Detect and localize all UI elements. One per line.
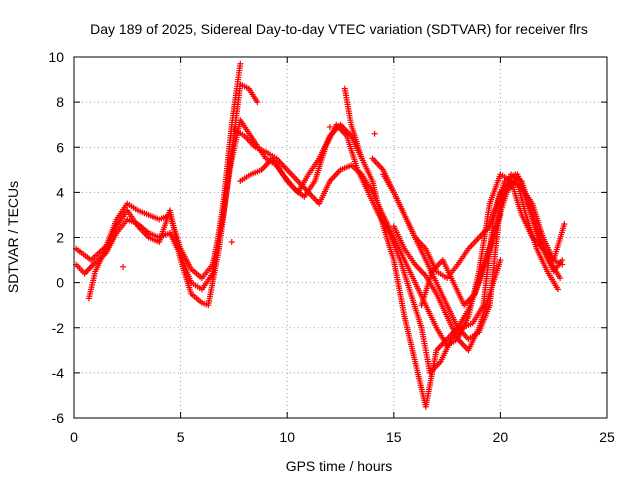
x-tick-label: 5 (177, 429, 185, 445)
y-tick-label: -4 (52, 365, 65, 381)
plot-area (73, 60, 568, 410)
data-point (557, 275, 564, 282)
y-tick-label: 2 (56, 230, 64, 246)
y-tick-label: -6 (52, 410, 65, 426)
x-tick-label: 10 (279, 429, 295, 445)
series-isolated (120, 123, 419, 270)
y-tick-label: 4 (56, 184, 64, 200)
data-point (561, 220, 568, 227)
x-tick-label: 15 (386, 429, 402, 445)
x-tick-label: 0 (70, 429, 78, 445)
data-point (371, 130, 378, 137)
x-axis-label: GPS time / hours (286, 458, 393, 474)
data-point (554, 286, 561, 293)
x-tick-label: 25 (599, 429, 615, 445)
data-point (326, 123, 333, 130)
x-tick-label: 20 (493, 429, 509, 445)
grid (73, 56, 608, 419)
data-point (228, 239, 235, 246)
chart-title: Day 189 of 2025, Sidereal Day-to-day VTE… (90, 21, 588, 37)
data-point (254, 99, 261, 106)
y-tick-label: 8 (56, 94, 64, 110)
data-point (412, 234, 419, 241)
y-tick-label: -2 (52, 320, 65, 336)
y-axis-label: SDTVAR / TECUs (5, 181, 21, 293)
data-point (237, 60, 244, 67)
y-tick-label: 10 (48, 49, 64, 65)
y-tick-label: 6 (56, 139, 64, 155)
data-point (120, 263, 127, 270)
plot-frame (73, 56, 608, 419)
data-point (497, 257, 504, 264)
series-track-9 (390, 223, 504, 354)
x-tick-labels: 0 5 10 15 20 25 (70, 429, 615, 445)
y-tick-label: 0 (56, 275, 64, 291)
data-point (559, 257, 566, 264)
y-tick-labels: -6 -4 -2 0 2 4 6 8 10 (48, 49, 64, 426)
series-track-10 (418, 171, 564, 309)
axis-ticks (73, 56, 608, 419)
